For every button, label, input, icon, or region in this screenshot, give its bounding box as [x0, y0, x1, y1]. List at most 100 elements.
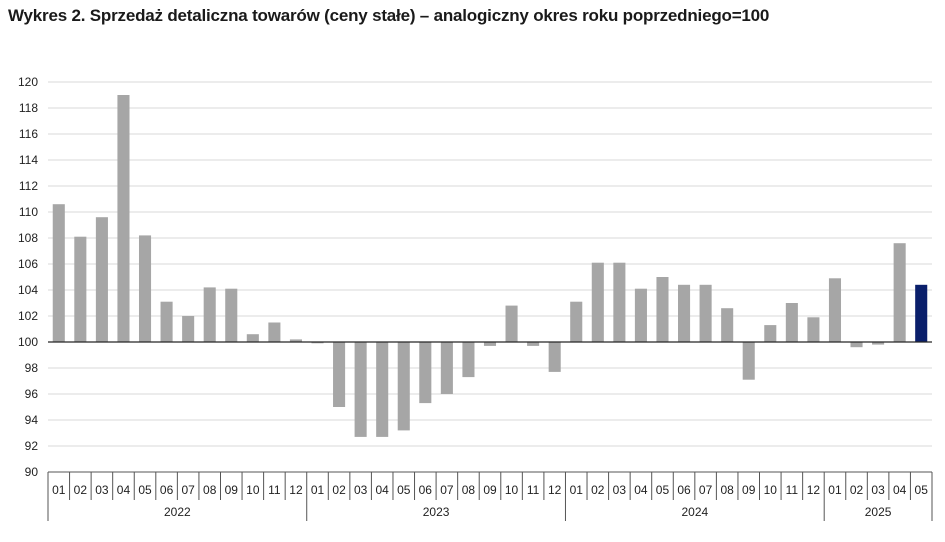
bar [419, 342, 432, 404]
bar [462, 342, 475, 378]
x-tick-label: 01 [311, 483, 325, 497]
y-tick-label: 90 [25, 465, 39, 479]
x-axis: 01 02 03 04 05 06 07 08 09 10 11 12 01 02 03 04 05 06 07 08… [47, 471, 933, 521]
x-tick-label: 02 [332, 483, 346, 497]
bar [893, 243, 906, 342]
bar [397, 342, 410, 431]
x-tick-label: 10 [505, 483, 519, 497]
x-tick-label: 04 [376, 483, 390, 497]
bar [138, 235, 152, 342]
x-tick-label: 02 [850, 483, 864, 497]
bar [742, 342, 755, 380]
bar [634, 288, 647, 342]
x-tick-label: 03 [613, 483, 627, 497]
y-tick-label: 116 [19, 127, 38, 141]
x-tick-label: 01 [52, 483, 66, 497]
x-tick-label: 02 [591, 483, 605, 497]
y-tick-label: 94 [25, 413, 39, 427]
bar [505, 305, 518, 342]
x-tick-label: 04 [893, 483, 907, 497]
bar [872, 342, 885, 345]
bar [74, 236, 87, 342]
x-tick-label: 06 [160, 483, 174, 497]
year-label: 2025 [865, 505, 892, 519]
bar-highlighted [915, 284, 928, 342]
bar [591, 262, 604, 342]
x-tick-label: 12 [807, 483, 821, 497]
x-tick-label: 06 [677, 483, 691, 497]
bar [246, 334, 259, 342]
bar [203, 287, 216, 342]
y-tick-label: 120 [18, 75, 38, 89]
y-tick-label: 92 [25, 439, 39, 453]
bar [182, 316, 195, 342]
x-tick-label: 10 [764, 483, 778, 497]
bars [52, 95, 928, 437]
bar [160, 301, 173, 342]
x-tick-label: 03 [354, 483, 368, 497]
bar [95, 217, 108, 342]
x-tick-label: 07 [440, 483, 454, 497]
x-tick-label: 04 [634, 483, 648, 497]
x-tick-label: 08 [720, 483, 734, 497]
bar [807, 317, 820, 342]
year-label: 2023 [423, 505, 450, 519]
x-tick-label: 01 [828, 483, 842, 497]
x-tick-label: 07 [181, 483, 195, 497]
bar [117, 95, 130, 342]
y-tick-label: 96 [25, 387, 39, 401]
bar [656, 277, 669, 342]
x-tick-label: 02 [74, 483, 88, 497]
bar [225, 288, 238, 342]
bar [785, 303, 798, 342]
x-tick-label: 05 [397, 483, 411, 497]
chart-title: Wykres 2. Sprzedaż detaliczna towarów (c… [8, 6, 770, 25]
bar [354, 342, 367, 437]
bar [850, 342, 863, 348]
bar [52, 204, 65, 342]
bar [764, 325, 777, 342]
bar [527, 342, 540, 346]
bar [440, 342, 453, 394]
y-tick-label: 114 [19, 153, 38, 167]
y-tick-label: 118 [19, 101, 38, 115]
x-tick-label: 10 [246, 483, 260, 497]
x-tick-label: 09 [742, 483, 756, 497]
bar [678, 284, 691, 342]
bar [570, 301, 583, 342]
x-tick-label: 09 [225, 483, 239, 497]
x-tick-label: 04 [117, 483, 131, 497]
y-tick-label: 104 [18, 283, 38, 297]
y-tick-label: 106 [18, 257, 38, 271]
bar [548, 342, 561, 372]
y-tick-label: 98 [25, 361, 39, 375]
y-tick-label: 108 [18, 231, 38, 245]
x-tick-label: 09 [483, 483, 497, 497]
year-label: 2022 [164, 505, 191, 519]
x-tick-label: 05 [915, 483, 929, 497]
x-tick-label: 06 [419, 483, 433, 497]
x-tick-label: 12 [289, 483, 303, 497]
bar [376, 342, 389, 437]
x-tick-label: 03 [871, 483, 885, 497]
y-tick-label: 100 [18, 335, 38, 349]
y-tick-label: 110 [19, 205, 38, 219]
y-tick-label: 112 [19, 179, 38, 193]
bar [699, 284, 712, 342]
y-tick-label: 102 [18, 309, 38, 323]
x-tick-label: 11 [786, 483, 799, 497]
bar [828, 278, 842, 342]
x-tick-label: 03 [95, 483, 109, 497]
bar [721, 308, 734, 342]
bar [268, 322, 281, 342]
bar [613, 262, 626, 342]
x-tick-label: 08 [203, 483, 217, 497]
x-tick-label: 12 [548, 483, 562, 497]
x-tick-label: 11 [527, 483, 540, 497]
x-tick-label: 08 [462, 483, 476, 497]
bar [289, 339, 302, 342]
x-tick-label: 07 [699, 483, 713, 497]
x-tick-label: 05 [656, 483, 670, 497]
x-tick-label: 01 [570, 483, 584, 497]
